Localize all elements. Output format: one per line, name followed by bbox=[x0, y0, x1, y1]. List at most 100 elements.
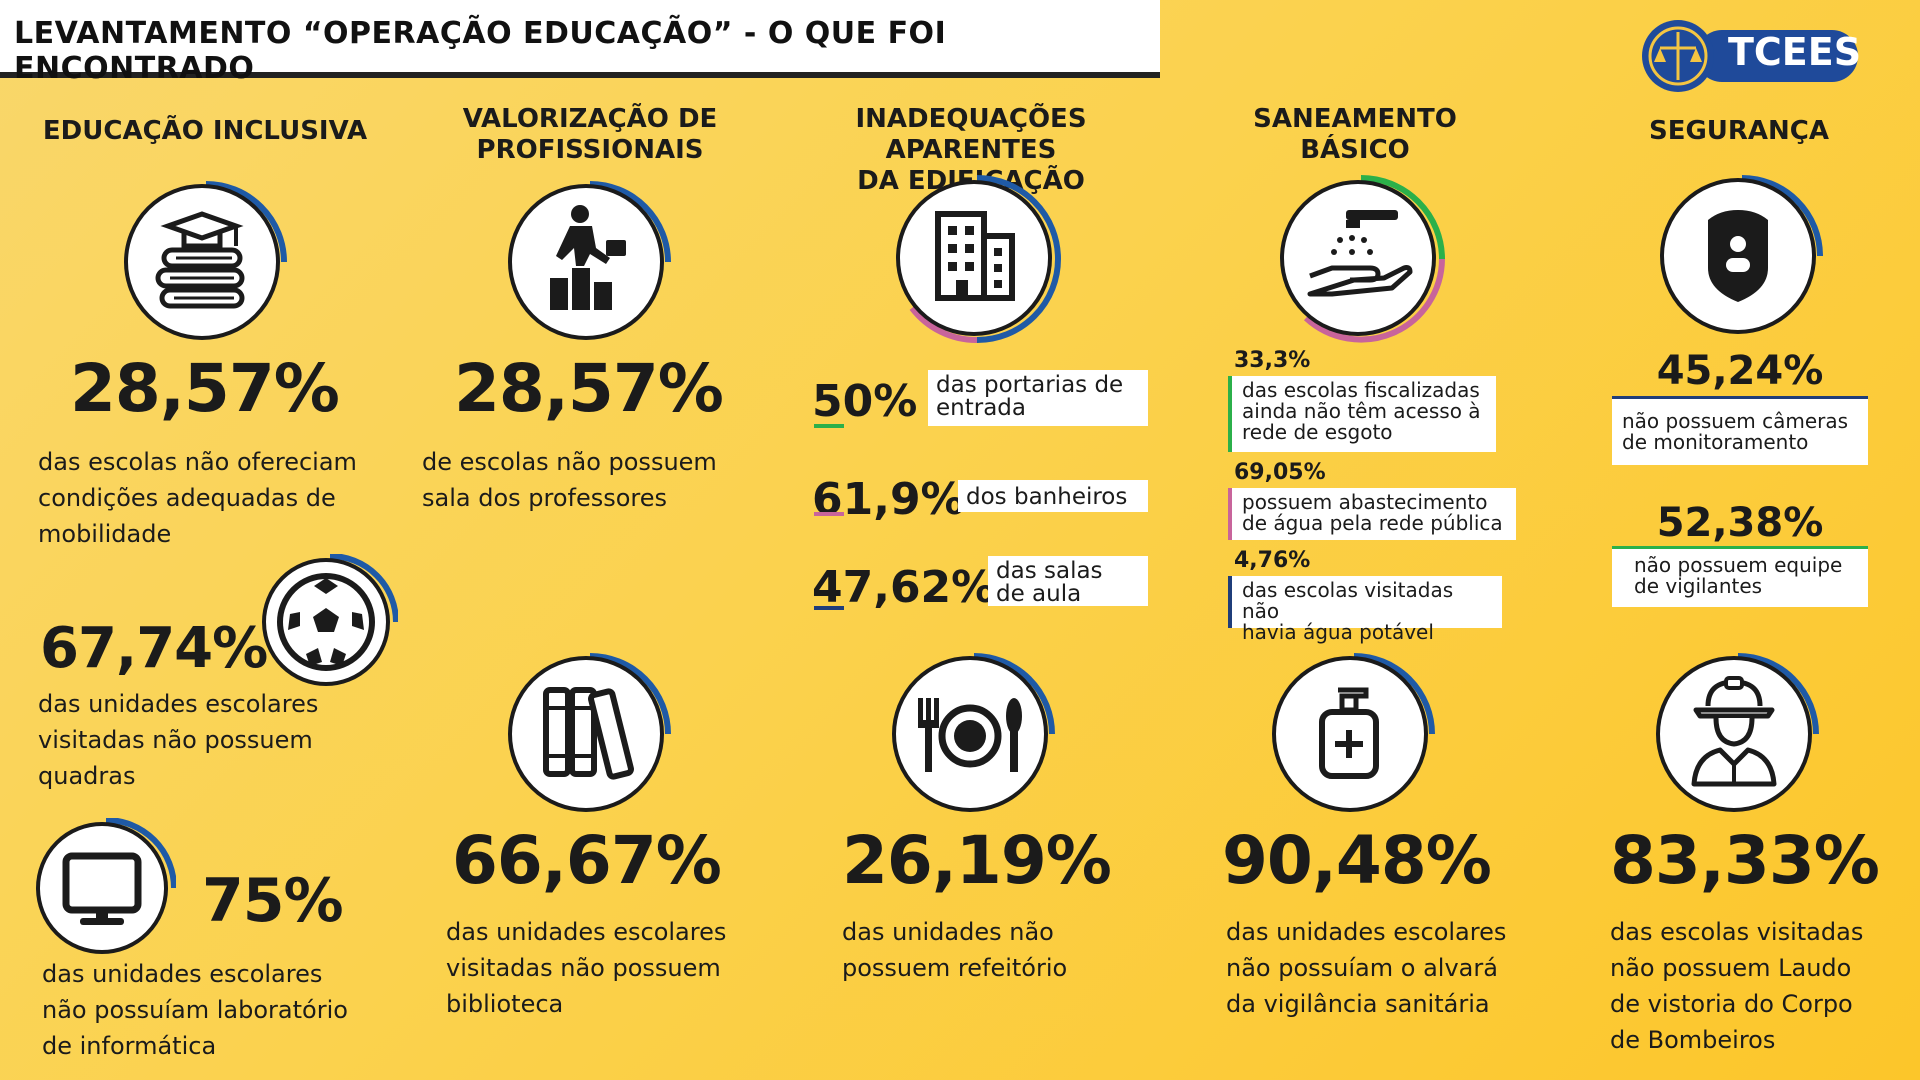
san-potavel-value: 4,76% bbox=[1234, 548, 1311, 573]
stat-informatica-desc: das unidades escolares não possuíam labo… bbox=[42, 956, 348, 1064]
stat-bombeiros-desc: das escolas visitadas não possuem Laudo … bbox=[1610, 914, 1863, 1058]
label-line: das escolas fiscalizadas bbox=[1242, 378, 1480, 402]
washing-icon-wrap bbox=[1276, 174, 1446, 344]
label-line: de água pela rede pública bbox=[1242, 511, 1503, 535]
stat-professores-value: 28,57% bbox=[454, 350, 724, 427]
stat-refeitorio-desc: das unidades não possuem refeitório bbox=[842, 914, 1067, 986]
stat-alvara-desc: das unidades escolares não possuíam o al… bbox=[1226, 914, 1506, 1022]
logo-text: TCEES bbox=[1728, 30, 1862, 74]
stat-mobilidade-value: 28,57% bbox=[70, 350, 340, 427]
edif-salas-label: das salas de aula bbox=[988, 556, 1148, 606]
seg-item-cameras: 45,24% não possuem câmeras de monitorame… bbox=[1612, 348, 1868, 465]
books-icon-wrap bbox=[124, 180, 288, 344]
icon-circle bbox=[36, 822, 168, 954]
label-line: havia água potável bbox=[1242, 620, 1434, 644]
stat-professores-desc: de escolas não possuem sala dos professo… bbox=[422, 444, 717, 516]
san-potavel-label: das escolas visitadas não havia água pot… bbox=[1232, 576, 1502, 643]
desc-line: quadras bbox=[38, 762, 136, 790]
tcees-logo: TCEES bbox=[1636, 18, 1862, 94]
desc-line: das unidades não bbox=[842, 918, 1054, 946]
desc-line: das unidades escolares bbox=[446, 918, 727, 946]
page-title: LEVANTAMENTO “OPERAÇÃO EDUCAÇÃO” - O QUE… bbox=[14, 16, 947, 86]
heading-seguranca: SEGURANÇA bbox=[1648, 116, 1830, 146]
sanitizer-icon-wrap bbox=[1272, 652, 1436, 816]
soccer-ball-icon bbox=[277, 573, 375, 671]
dish-icon-wrap bbox=[892, 652, 1056, 816]
desc-line: biblioteca bbox=[446, 990, 564, 1018]
desc-line: possuem refeitório bbox=[842, 954, 1068, 982]
pink-bar bbox=[1228, 488, 1232, 540]
edif-portarias-label: das portarias de entrada bbox=[928, 370, 1148, 426]
san-esgoto-value: 33,3% bbox=[1234, 348, 1311, 373]
stat-quadras-value: 67,74% bbox=[40, 616, 268, 681]
desc-line: não possuíam laboratório bbox=[42, 996, 348, 1024]
computer-icon-wrap bbox=[36, 818, 176, 958]
desc-line: mobilidade bbox=[38, 520, 172, 548]
seg-vigilantes-value: 52,38% bbox=[1656, 500, 1824, 546]
san-abastecimento-label: possuem abastecimento de água pela rede … bbox=[1232, 488, 1516, 540]
label-line: de aula bbox=[996, 581, 1082, 607]
label-line: não possuem equipe bbox=[1634, 553, 1843, 577]
icon-circle bbox=[892, 656, 1048, 812]
title-bar: LEVANTAMENTO “OPERAÇÃO EDUCAÇÃO” - O QUE… bbox=[0, 0, 1160, 86]
stat-refeitorio-value: 26,19% bbox=[842, 822, 1112, 899]
stat-biblioteca-desc: das unidades escolares visitadas não pos… bbox=[446, 914, 726, 1022]
firefighter-icon bbox=[1691, 676, 1777, 787]
sanitizer-bottle-icon bbox=[1319, 687, 1379, 779]
heading-line: INADEQUAÇÕES APARENTES bbox=[855, 104, 1087, 165]
label-line: de vigilantes bbox=[1634, 574, 1763, 598]
desc-line: de escolas não possuem bbox=[422, 448, 717, 476]
progress-ring bbox=[1303, 175, 1445, 343]
seg-vigilantes-label: não possuem equipe de vigilantes bbox=[1612, 549, 1868, 607]
stat-biblioteca-value: 66,67% bbox=[452, 822, 722, 899]
icon-circle bbox=[1272, 656, 1428, 812]
green-underline bbox=[814, 424, 844, 428]
green-bar bbox=[1228, 376, 1232, 452]
label-line: das salas bbox=[996, 558, 1103, 584]
heading-line: SANEAMENTO bbox=[1253, 104, 1457, 134]
icon-circle bbox=[508, 184, 664, 340]
edif-banheiros-value: 61,9% bbox=[812, 474, 965, 525]
books-shelf-icon bbox=[543, 687, 634, 780]
desc-line: das unidades escolares bbox=[42, 960, 323, 988]
desc-line: de Bombeiros bbox=[1610, 1026, 1776, 1054]
navy-underline bbox=[814, 606, 844, 610]
progress-ring bbox=[329, 554, 398, 623]
hand-washing-icon bbox=[1307, 210, 1413, 297]
stat-mobilidade-desc: das escolas não ofereciam condições adeq… bbox=[38, 444, 357, 552]
edif-portarias-value: 50% bbox=[812, 376, 918, 427]
stat-alvara-value: 90,48% bbox=[1222, 822, 1492, 899]
heading-edificacao: INADEQUAÇÕES APARENTES DA EDIFICAÇÃO bbox=[776, 104, 1166, 197]
desc-line: das escolas não ofereciam bbox=[38, 448, 357, 476]
ball-icon-wrap bbox=[262, 554, 398, 690]
desc-line: de vistoria do Corpo bbox=[1610, 990, 1853, 1018]
navy-topline bbox=[1612, 396, 1868, 399]
desc-line: visitadas não possuem bbox=[38, 726, 313, 754]
icon-circle bbox=[1656, 656, 1812, 812]
progress-ring bbox=[909, 175, 1062, 344]
heading-line: VALORIZAÇÃO DE bbox=[462, 104, 718, 134]
desc-line: não possuem Laudo bbox=[1610, 954, 1852, 982]
heading-educacao-inclusiva: EDUCAÇÃO INCLUSIVA bbox=[42, 116, 368, 146]
navy-bar bbox=[1228, 576, 1232, 628]
desc-line: de informática bbox=[42, 1032, 217, 1060]
heading-valorizacao: VALORIZAÇÃO DE PROFISSIONAIS bbox=[430, 104, 750, 166]
icon-circle bbox=[508, 656, 664, 812]
monitor-icon bbox=[62, 852, 142, 925]
logo-shape bbox=[1642, 20, 1858, 92]
desc-line: sala dos professores bbox=[422, 484, 668, 512]
edif-banheiros-label: dos banheiros bbox=[958, 480, 1148, 512]
label-line: não possuem câmeras bbox=[1622, 409, 1849, 433]
firefighter-icon-wrap bbox=[1656, 652, 1820, 816]
progress-ring bbox=[105, 818, 176, 889]
stat-quadras-desc: das unidades escolares visitadas não pos… bbox=[38, 686, 318, 794]
label-line: ainda não têm acesso à bbox=[1242, 399, 1481, 423]
green-topline bbox=[1612, 546, 1868, 549]
stat-bombeiros-value: 83,33% bbox=[1610, 822, 1880, 899]
label-line: das portarias de bbox=[936, 372, 1124, 398]
label-line: de monitoramento bbox=[1622, 430, 1809, 454]
pink-underline bbox=[814, 512, 844, 516]
desc-line: não possuíam o alvará bbox=[1226, 954, 1498, 982]
heading-line: BÁSICO bbox=[1300, 135, 1410, 165]
building-icon-wrap bbox=[892, 174, 1062, 344]
